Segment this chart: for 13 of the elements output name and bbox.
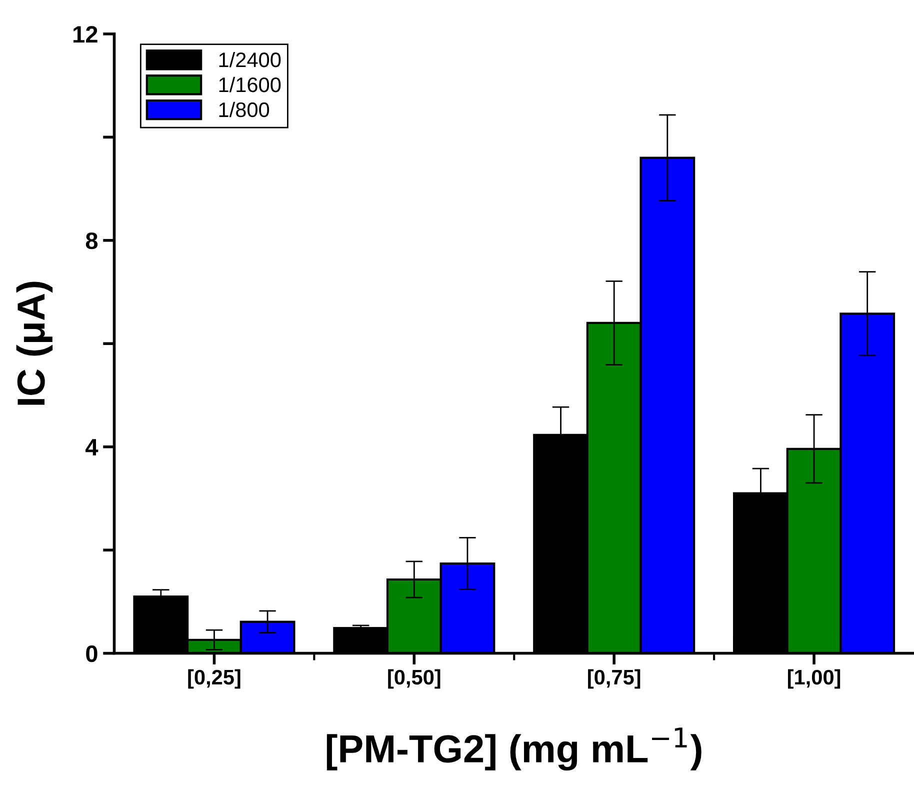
y-tick-label: 8 <box>86 232 98 250</box>
legend-label: 1/2400 <box>219 52 281 68</box>
y-axis-title: IC (μA) <box>16 282 53 405</box>
x-tick-label: [1,00] <box>788 669 840 689</box>
y-tick-label: 4 <box>86 439 98 456</box>
legend-label: 1/1600 <box>219 76 281 92</box>
x-tick-label: [0,75] <box>588 669 640 689</box>
x-axis-title: [PM-TG2] (mg mL$^{−1}$) <box>326 728 702 771</box>
legend-label: 1/800 <box>219 102 270 118</box>
y-tick-label: 12 <box>74 26 98 42</box>
x-tick-label: [0,25] <box>188 669 240 689</box>
y-tick-label: 0 <box>86 645 98 662</box>
x-tick-label: [0,50] <box>388 669 440 689</box>
